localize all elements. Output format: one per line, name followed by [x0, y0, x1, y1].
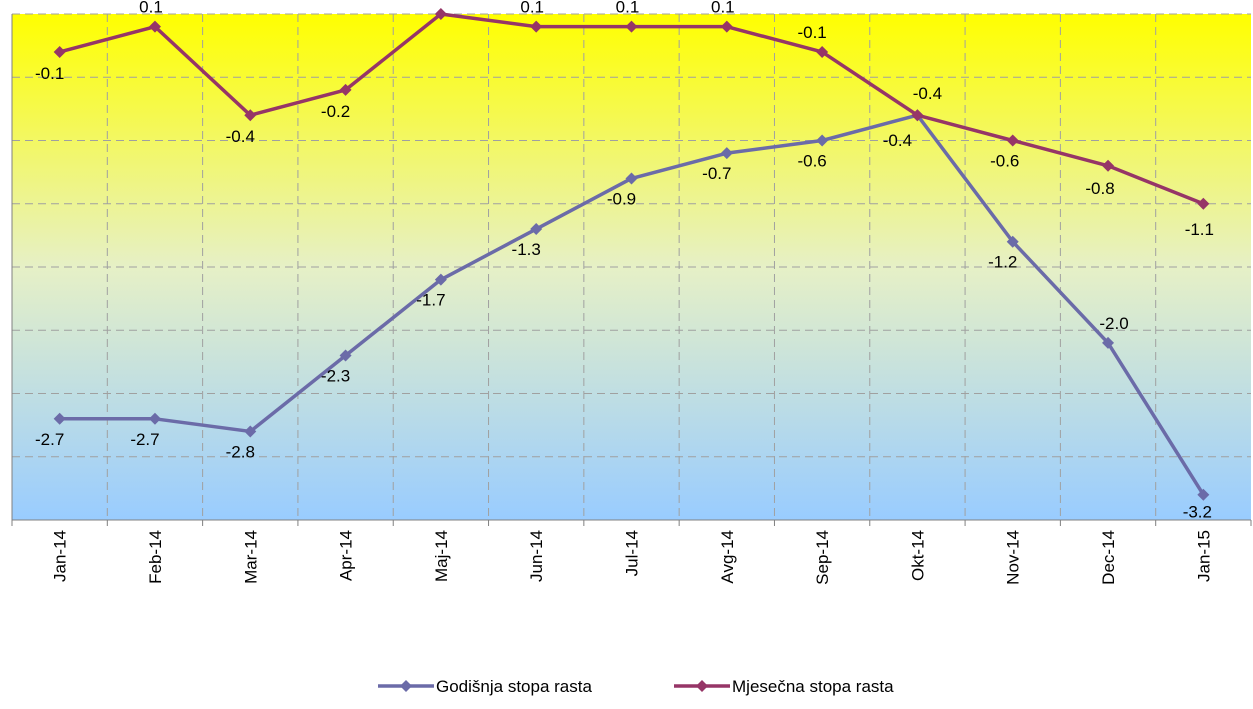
- data-label-godisnja: -0.7: [702, 164, 731, 183]
- x-tick-label: Nov-14: [1004, 530, 1023, 585]
- data-point-mjesecna: [911, 109, 924, 122]
- legend-label: Mjesečna stopa rasta: [732, 677, 894, 696]
- data-label-mjesecna: -0.4: [913, 84, 942, 103]
- data-labels: -2.7 -2.7 -2.8 -2.3 -1.7 -1.3 -0.9 -0.7 -0.6 -0.4…: [35, 0, 1214, 522]
- data-label-mjesecna: -0.8: [1085, 179, 1114, 198]
- x-tick-label: Jan-15: [1194, 530, 1213, 582]
- data-label-godisnja: -3.2: [1183, 503, 1212, 522]
- data-point-mjesecna: [1006, 134, 1019, 147]
- data-point-mjesecna: [816, 45, 829, 58]
- data-point-godisnja: [625, 172, 638, 185]
- data-point-godisnja: [1102, 336, 1115, 349]
- data-point-godisnja: [53, 412, 66, 425]
- data-label-mjesecna: -0.1: [797, 23, 826, 42]
- data-point-mjesecna: [244, 109, 257, 122]
- legend-item-mjesecna: Mjesečna stopa rasta: [674, 677, 894, 696]
- data-label-mjesecna: 0.1: [616, 0, 640, 17]
- data-label-mjesecna: 0.1: [711, 0, 735, 17]
- data-point-godisnja: [816, 134, 829, 147]
- legend: Godišnja stopa rasta Mjesečna stopa rasta: [378, 677, 894, 696]
- legend-marker: [696, 680, 708, 692]
- legend-item-godisnja: Godišnja stopa rasta: [378, 677, 592, 696]
- x-tick-label: Avg-14: [718, 530, 737, 584]
- data-point-mjesecna: [625, 20, 638, 33]
- data-label-godisnja: -2.8: [226, 442, 255, 461]
- data-label-mjesecna: -0.2: [321, 102, 350, 121]
- series-layer: [53, 8, 1210, 501]
- data-point-mjesecna: [148, 20, 161, 33]
- x-tick-label: Okt-14: [908, 530, 927, 581]
- data-point-mjesecna: [339, 83, 352, 96]
- data-label-godisnja: -0.6: [797, 152, 826, 171]
- x-tick-labels: Jan-14 Feb-14 Mar-14 Apr-14 Maj-14 Jun-14 Jul-…: [51, 530, 1214, 585]
- data-point-mjesecna: [720, 20, 733, 33]
- data-label-godisnja: -1.2: [988, 253, 1017, 272]
- data-label-mjesecna: -0.4: [226, 127, 255, 146]
- data-label-godisnja: -0.9: [607, 189, 636, 208]
- data-point-godisnja: [530, 223, 543, 236]
- data-label-godisnja: -2.7: [35, 430, 64, 449]
- x-tick-label: Jan-14: [51, 530, 70, 582]
- data-label-mjesecna: -0.1: [35, 64, 64, 83]
- x-tick-label: Sep-14: [813, 530, 832, 585]
- data-point-godisnja: [339, 349, 352, 362]
- data-point-godisnja: [720, 147, 733, 160]
- x-tick-label: Mar-14: [241, 530, 260, 584]
- data-point-mjesecna: [530, 20, 543, 33]
- data-point-godisnja: [244, 425, 257, 438]
- data-point-godisnja: [434, 273, 447, 286]
- x-tick-label: Apr-14: [337, 530, 356, 581]
- data-point-godisnja: [148, 412, 161, 425]
- data-label-mjesecna: 0.1: [139, 0, 163, 17]
- grid: [12, 13, 1251, 520]
- legend-marker: [400, 680, 412, 692]
- x-tick-label: Feb-14: [146, 530, 165, 584]
- x-tick-label: Jul-14: [623, 530, 642, 576]
- x-axis: [11, 14, 1252, 526]
- data-point-godisnja: [1006, 235, 1019, 248]
- data-point-mjesecna: [1197, 197, 1210, 210]
- data-label-mjesecna: 0.1: [520, 0, 544, 17]
- data-point-mjesecna: [53, 45, 66, 58]
- data-label-godisnja: -2.0: [1099, 314, 1128, 333]
- data-label-mjesecna: -1.1: [1185, 220, 1214, 239]
- data-point-mjesecna: [434, 8, 447, 20]
- data-label-mjesecna: -0.6: [990, 152, 1019, 171]
- data-point-godisnja: [1197, 488, 1210, 501]
- data-label-godisnja: -2.3: [321, 367, 350, 386]
- x-tick-label: Dec-14: [1099, 530, 1118, 585]
- data-label-godisnja: -1.7: [416, 291, 445, 310]
- x-tick-label: Maj-14: [432, 530, 451, 582]
- data-label-mjesecna: 0.2: [425, 0, 449, 4]
- legend-label: Godišnja stopa rasta: [436, 677, 592, 696]
- data-label-godisnja: -1.3: [512, 240, 541, 259]
- x-tick-label: Jun-14: [527, 530, 546, 582]
- data-label-godisnja: -2.7: [130, 430, 159, 449]
- data-label-godisnja: -0.4: [883, 131, 912, 150]
- data-point-mjesecna: [1102, 159, 1115, 172]
